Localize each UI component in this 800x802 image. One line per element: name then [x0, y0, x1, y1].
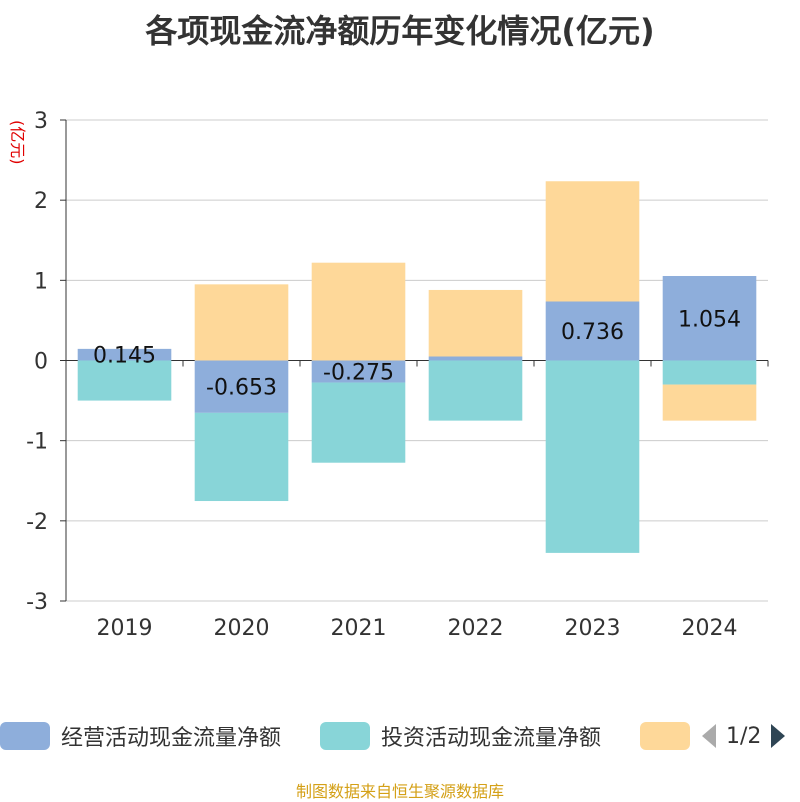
data-label: 0.145	[93, 344, 156, 369]
chart-title: 各项现金流净额历年变化情况(亿元)	[145, 12, 655, 50]
data-label: 0.736	[561, 320, 624, 345]
y-tick-label: -3	[26, 590, 48, 615]
bar-operating-2020	[194, 360, 289, 413]
bar-investing-2021	[311, 382, 406, 463]
legend-swatch-financing	[640, 722, 690, 750]
y-tick-label: 0	[34, 350, 48, 375]
bar-financing-2021	[311, 262, 406, 361]
legend-label-operating: 经营活动现金流量净额	[61, 726, 282, 751]
bar-financing-2024	[662, 384, 757, 421]
x-tick-label: 2021	[331, 616, 387, 641]
legend: 经营活动现金流量净额 投资活动现金流量净额 1/2	[0, 712, 800, 760]
legend-page-indicator: 1/2	[726, 723, 762, 749]
y-tick-label: 1	[34, 269, 48, 294]
legend-swatch-investing	[320, 722, 370, 750]
bar-investing-2024	[662, 360, 757, 385]
y-tick-label: -1	[26, 430, 48, 455]
legend-item-investing[interactable]: 投资活动现金流量净额	[320, 720, 601, 752]
source-note: 制图数据来自恒生聚源数据库	[295, 782, 504, 801]
bar-financing-2022	[428, 289, 523, 357]
bar-operating-2023	[545, 301, 640, 361]
bar-investing-2022	[428, 360, 523, 421]
bar-investing-2020	[194, 412, 289, 502]
x-tick-label: 2024	[682, 616, 738, 641]
legend-item-financing[interactable]	[640, 720, 690, 752]
legend-pager: 1/2	[700, 720, 787, 752]
bar-financing-2020	[194, 284, 289, 361]
bar-investing-2019	[77, 360, 172, 401]
x-tick-label: 2019	[97, 616, 153, 641]
legend-item-operating[interactable]: 经营活动现金流量净额	[0, 720, 281, 752]
y-tick-label: 3	[34, 109, 48, 134]
x-tick-label: 2022	[448, 616, 504, 641]
next-page-icon[interactable]	[769, 722, 787, 750]
bar-investing-2023	[545, 360, 640, 553]
data-label: -0.653	[206, 376, 277, 401]
bar-financing-2023	[545, 181, 640, 302]
data-label: 1.054	[678, 307, 741, 332]
x-tick-label: 2023	[565, 616, 621, 641]
y-axis-unit-label: (亿元)	[8, 120, 27, 165]
y-tick-label: -2	[26, 510, 48, 535]
x-tick-label: 2020	[214, 616, 270, 641]
bar-operating-2022	[428, 356, 523, 361]
legend-swatch-operating	[0, 722, 50, 750]
y-tick-label: 2	[34, 189, 48, 214]
prev-page-icon[interactable]	[700, 722, 718, 750]
bar-operating-2024	[662, 276, 757, 361]
bar-operating-2021	[311, 360, 406, 383]
legend-label-investing: 投资活动现金流量净额	[381, 726, 602, 751]
bar-operating-2019	[77, 348, 172, 361]
data-label: -0.275	[323, 361, 394, 386]
